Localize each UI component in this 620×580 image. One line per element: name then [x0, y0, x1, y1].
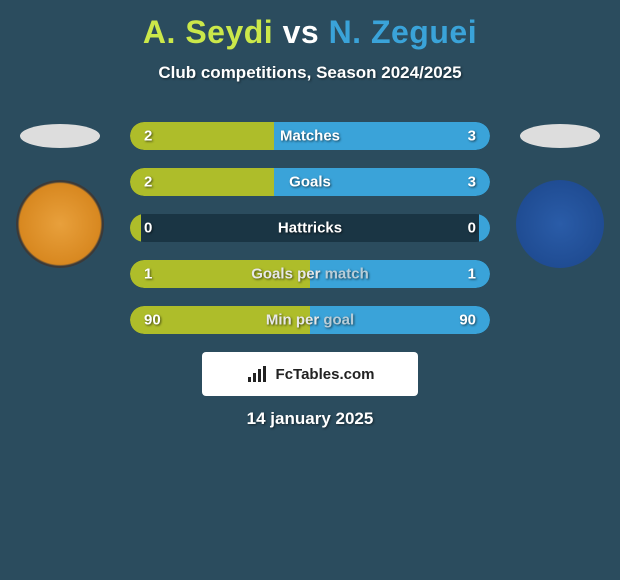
player2-avatar	[520, 124, 600, 148]
player2-column	[510, 110, 610, 268]
stat-row: 90 90 Min per goal	[130, 306, 490, 334]
brand-text: FcTables.com	[276, 366, 375, 383]
stat-value-right: 90	[459, 312, 476, 329]
stat-label: Min per goal	[266, 312, 354, 329]
stat-row: 2 3 Goals	[130, 168, 490, 196]
player1-column	[10, 110, 110, 268]
player1-avatar	[20, 124, 100, 148]
bar-left	[130, 214, 141, 242]
player2-name: N. Zeguei	[329, 14, 478, 50]
stat-value-left: 1	[144, 266, 152, 283]
date-label: 14 january 2025	[247, 409, 374, 429]
bar-right	[479, 214, 490, 242]
stat-row: 1 1 Goals per match	[130, 260, 490, 288]
stat-label: Matches	[280, 128, 340, 145]
vs-label: vs	[283, 14, 320, 50]
stat-value-right: 3	[468, 128, 476, 145]
stat-label: Hattricks	[278, 220, 342, 237]
player2-club-badge	[516, 180, 604, 268]
stat-label: Goals	[289, 174, 331, 191]
stats-container: 2 3 Matches 2 3 Goals 0 0 Hattricks 1 1 Goals per m…	[130, 122, 490, 352]
stat-value-right: 1	[468, 266, 476, 283]
stat-row: 0 0 Hattricks	[130, 214, 490, 242]
stat-value-right: 0	[468, 220, 476, 237]
brand-badge[interactable]: FcTables.com	[202, 352, 418, 396]
stat-value-right: 3	[468, 174, 476, 191]
stat-value-left: 2	[144, 174, 152, 191]
stat-value-left: 90	[144, 312, 161, 329]
stat-value-left: 2	[144, 128, 152, 145]
player1-club-badge	[16, 180, 104, 268]
comparison-title: A. Seydi vs N. Zeguei	[0, 0, 620, 51]
player1-name: A. Seydi	[143, 14, 273, 50]
chart-icon	[246, 365, 270, 383]
subtitle: Club competitions, Season 2024/2025	[0, 63, 620, 83]
stat-label: Goals per match	[251, 266, 369, 283]
stat-row: 2 3 Matches	[130, 122, 490, 150]
stat-value-left: 0	[144, 220, 152, 237]
